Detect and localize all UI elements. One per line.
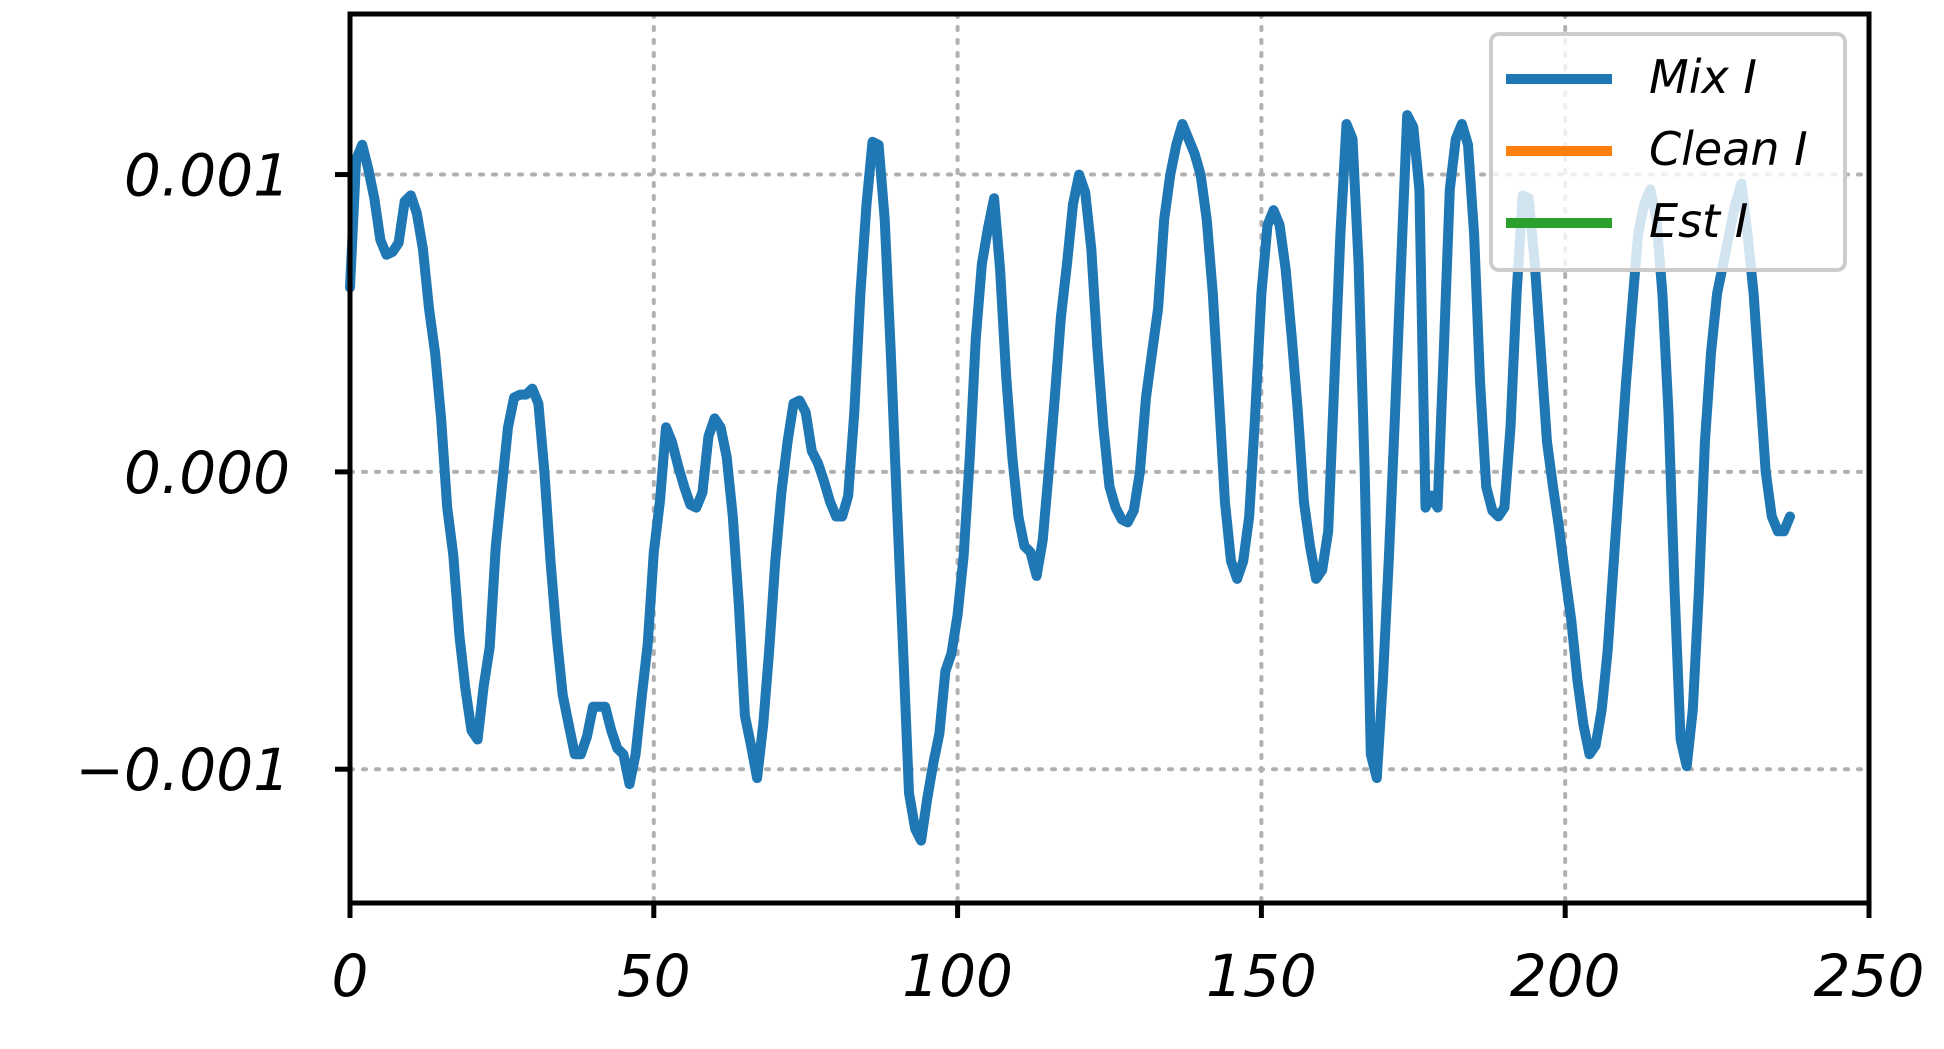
- y-tick-label-1: 0.000: [124, 439, 290, 507]
- series-layer: [345, 110, 1795, 846]
- legend-label-mix-i: Mix I: [1649, 50, 1757, 104]
- axes-frame: [347, 11, 1872, 906]
- x-tick-label-3: 150: [1206, 942, 1317, 1010]
- legend-box: [1489, 32, 1847, 272]
- legend-label-est-i: Est I: [1649, 194, 1748, 248]
- legend: Mix I Clean I Est I: [1489, 32, 1847, 272]
- tick-layer: 0 50 100 150 200 250 0.001 0.000 −0.001: [75, 142, 1924, 1010]
- series-line-mix-i: [345, 110, 1795, 846]
- y-tick-label-0: 0.001: [124, 142, 290, 210]
- x-tick-label-2: 100: [902, 942, 1013, 1010]
- x-tick-label-5: 250: [1814, 942, 1925, 1010]
- x-tick-label-4: 200: [1510, 942, 1621, 1010]
- x-tick-label-1: 50: [617, 942, 691, 1010]
- x-tick-label-0: 0: [332, 942, 369, 1010]
- y-tick-label-2: −0.001: [75, 736, 290, 804]
- legend-label-clean-i: Clean I: [1649, 122, 1808, 176]
